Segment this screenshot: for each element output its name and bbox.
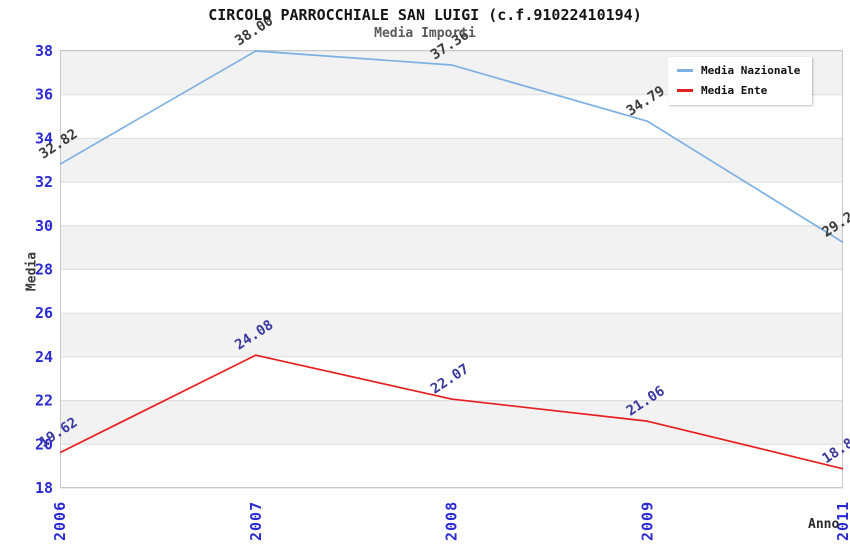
svg-text:30: 30 bbox=[35, 217, 53, 235]
svg-text:2007: 2007 bbox=[247, 501, 265, 541]
svg-text:20: 20 bbox=[35, 435, 53, 453]
media-ente-line-swatch bbox=[677, 89, 693, 92]
svg-text:38: 38 bbox=[35, 42, 53, 60]
legend-label-media-ente: Media Ente bbox=[701, 84, 768, 97]
svg-text:28: 28 bbox=[35, 261, 53, 279]
chart-subtitle: Media Importi bbox=[374, 26, 476, 41]
y-axis-title: Media bbox=[24, 251, 40, 292]
legend: Media Nazionale Media Ente bbox=[668, 57, 812, 105]
chart-title: CIRCOLO PARROCCHIALE SAN LUIGI (c.f.9102… bbox=[208, 6, 642, 24]
legend-item-media-ente: Media Ente bbox=[677, 84, 803, 97]
svg-text:2011: 2011 bbox=[834, 501, 850, 541]
svg-text:36: 36 bbox=[35, 86, 53, 104]
media-nazionale-line-swatch bbox=[677, 69, 693, 72]
svg-text:18: 18 bbox=[35, 479, 53, 497]
svg-text:24: 24 bbox=[35, 348, 53, 366]
svg-text:2009: 2009 bbox=[638, 501, 656, 541]
svg-text:26: 26 bbox=[35, 304, 53, 322]
legend-label-media-nazionale: Media Nazionale bbox=[701, 64, 801, 77]
svg-text:2006: 2006 bbox=[51, 501, 69, 541]
svg-text:22: 22 bbox=[35, 392, 53, 410]
x-axis-title: Anno bbox=[808, 517, 840, 532]
legend-item-media-nazionale: Media Nazionale bbox=[677, 64, 803, 77]
svg-text:34: 34 bbox=[35, 129, 53, 147]
svg-text:2008: 2008 bbox=[443, 501, 461, 541]
svg-text:32: 32 bbox=[35, 173, 53, 191]
